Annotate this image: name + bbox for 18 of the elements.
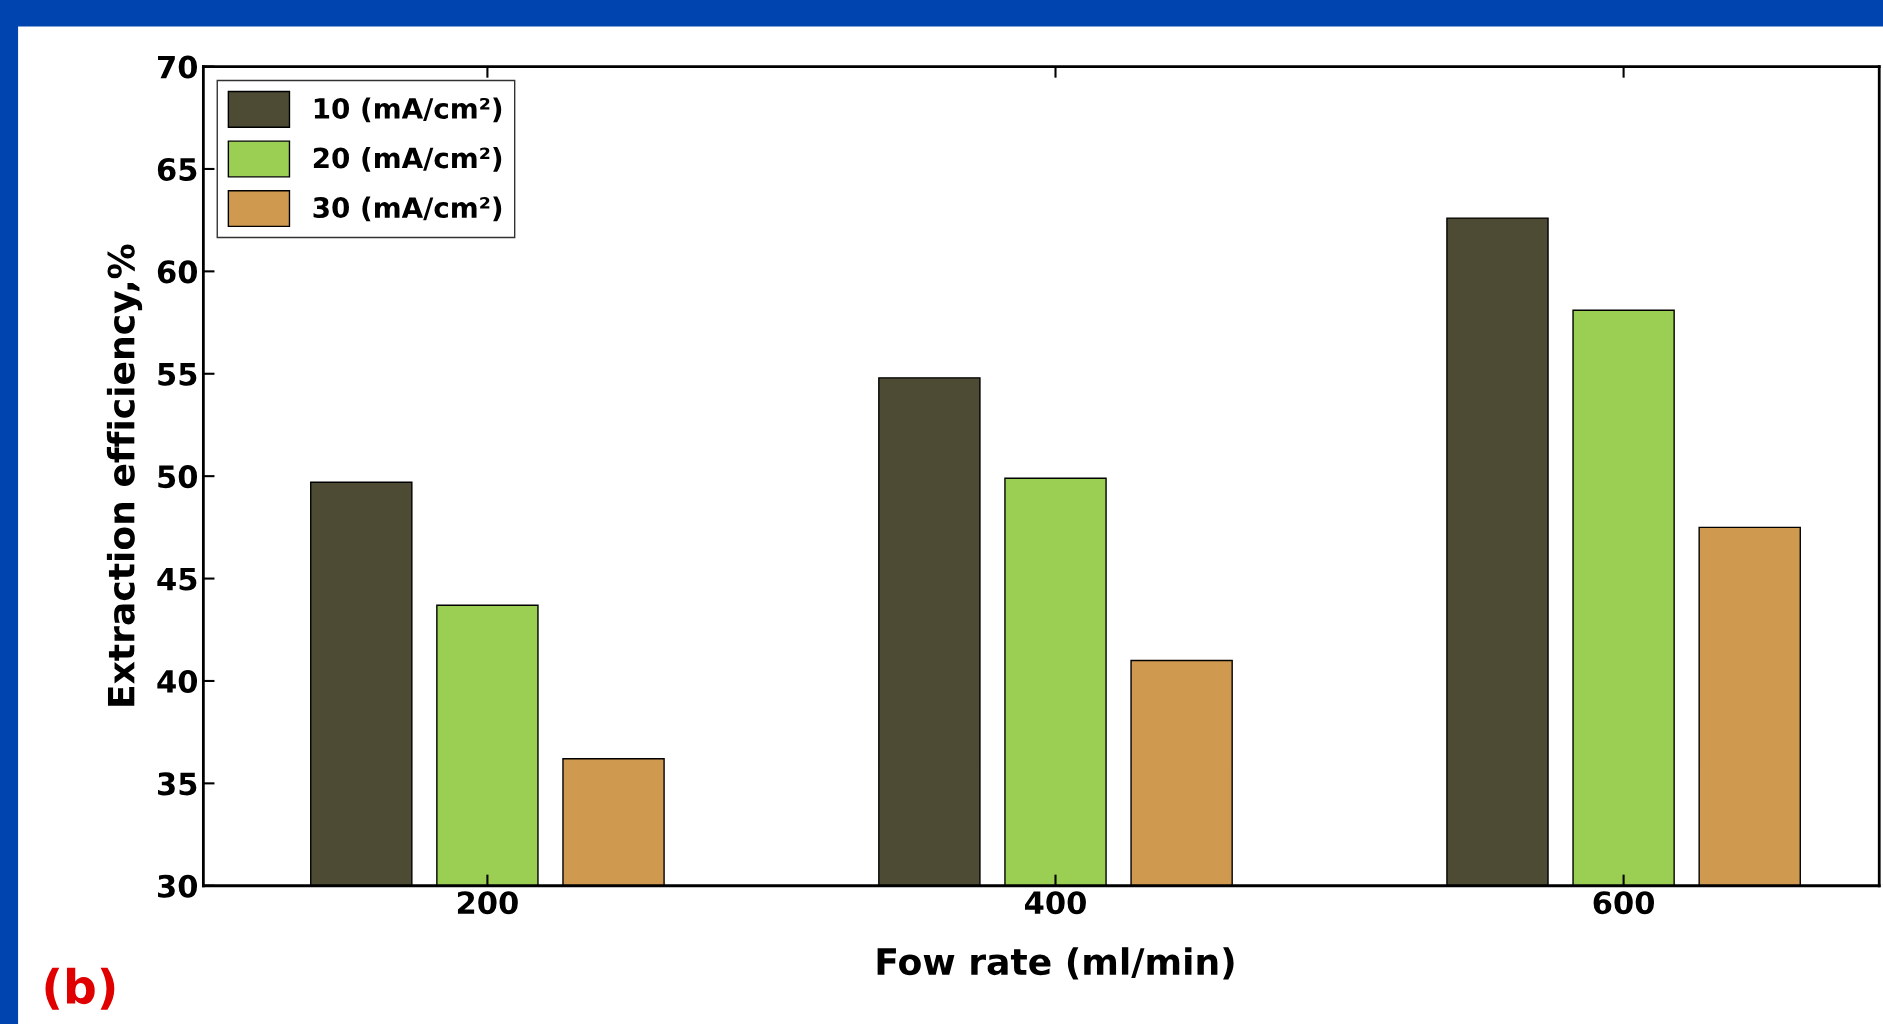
x-axis-title: Fow rate (ml/min)	[877, 947, 1234, 980]
legend-label: 20 (mA/cm²)	[313, 147, 502, 172]
x-tick-label: 600	[1593, 891, 1655, 915]
text: (b)	[45, 967, 115, 1010]
y-tick-label: 60	[157, 260, 198, 284]
y-axis-title: Extraction efficiency,%	[106, 244, 143, 706]
y-tick-label: 40	[157, 669, 198, 693]
y-tick-label: 50	[158, 465, 198, 489]
y-tick-label: 45	[157, 567, 197, 591]
y-tick-label: 70	[158, 55, 198, 79]
y-tick-label: 30	[158, 874, 198, 898]
x-tick-label: 400	[1024, 891, 1086, 915]
y-tick-label: 55	[158, 363, 197, 386]
legend-label: 30 (mA/cm²)	[313, 196, 502, 222]
y-tick-label: 65	[157, 157, 197, 181]
x-tick-label: 200	[457, 891, 518, 915]
legend-label: 10 (mA/cm²)	[314, 97, 502, 123]
y-tick-label: 35	[158, 772, 197, 796]
